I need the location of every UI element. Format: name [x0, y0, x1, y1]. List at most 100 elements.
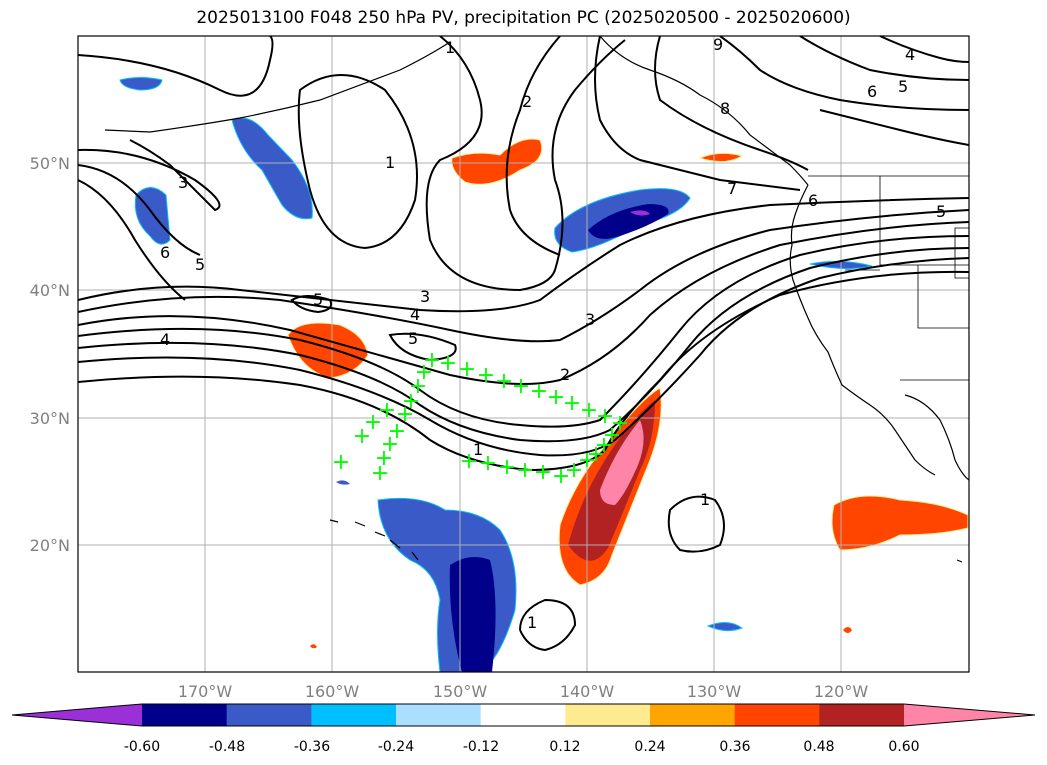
positive-anomaly: [831, 495, 969, 551]
track-marker: +: [603, 423, 621, 448]
track-marker: +: [611, 411, 629, 436]
negative-anomaly: [449, 556, 496, 672]
small-island: [956, 559, 963, 563]
precip-shading: [119, 77, 969, 672]
track-marker: +: [353, 424, 371, 449]
negative-anomaly: [706, 622, 744, 632]
contour-label: 6: [808, 191, 818, 210]
colorbar-segment: [734, 704, 820, 726]
pv-contour: [290, 295, 333, 314]
colorbar-tick-labels: -0.60 -0.48 -0.36 -0.24 -0.12 0.12 0.24 …: [124, 739, 920, 755]
contour-label: 4: [160, 330, 170, 349]
baja-coast: [904, 394, 969, 481]
pv-contour: [654, 36, 809, 171]
colorbar-tick-label: -0.24: [378, 739, 414, 755]
colorbar-segment: [396, 704, 482, 726]
colorbar-tick-label: 0.12: [549, 739, 580, 755]
contour-label: 7: [727, 179, 737, 198]
pv-contour: [297, 74, 418, 250]
track-marker: +: [396, 402, 414, 427]
map-title: 2025013100 F048 250 hPa PV, precipitatio…: [196, 8, 851, 28]
pv-contour: [388, 332, 457, 362]
state-border: [917, 265, 969, 329]
track-marker: +: [495, 369, 513, 394]
pv-contour: [78, 270, 969, 472]
negative-anomaly: [119, 77, 163, 91]
contour-label: 3: [585, 310, 595, 329]
political-borders: [808, 175, 969, 381]
contour-label: 2: [522, 92, 532, 111]
track-marker: +: [530, 379, 548, 404]
pv-contour: [425, 36, 626, 292]
track-markers: + ++++++++++ + + ++ ++++++++++++++++++++: [332, 348, 629, 489]
track-marker: +: [423, 348, 441, 373]
pv-contour: [594, 36, 801, 191]
track-marker: +: [388, 419, 406, 444]
track-marker: +: [547, 385, 565, 410]
positive-anomaly: [843, 627, 852, 633]
negative-anomaly: [630, 210, 650, 216]
colorbar-segment: [819, 704, 905, 726]
track-marker: +: [460, 449, 478, 474]
pv-contour: [78, 164, 201, 256]
track-marker: +: [332, 450, 350, 475]
track-marker: +: [563, 391, 581, 416]
lon-label: 140°W: [560, 682, 615, 701]
colorbar-segment: [650, 704, 736, 726]
contour-label: 4: [905, 45, 915, 64]
contour-label: 5: [408, 329, 418, 348]
track-marker: +: [595, 433, 613, 458]
lon-label: 120°W: [814, 682, 869, 701]
contour-label: 9: [713, 35, 723, 54]
pv-contour: [78, 139, 221, 212]
state-border: [954, 227, 969, 279]
pv-contour: [799, 36, 969, 81]
alaska-coast: [599, 36, 809, 186]
north-america-coast: [789, 184, 936, 476]
track-marker: +: [516, 458, 534, 483]
contour-label: 8: [720, 99, 730, 118]
colorbar-tick-label: -0.12: [463, 739, 499, 755]
map-panel: 1 1 1 1 1 2 2 3 3 3 4 4 4 5 5 5 5 5 6 6 …: [78, 35, 969, 672]
aleutian-islands: [104, 41, 451, 133]
track-marker: +: [375, 446, 393, 471]
colorbar-segment: [311, 704, 397, 726]
map-frame: [77, 35, 970, 673]
contour-label: 5: [313, 290, 323, 309]
contour-label: 1: [473, 440, 483, 459]
track-marker: +: [477, 363, 495, 388]
track-marker: +: [596, 404, 614, 429]
contour-label: 5: [936, 202, 946, 221]
pv-contours: [78, 36, 969, 652]
track-marker: +: [364, 410, 382, 435]
pv-contour: [819, 109, 969, 146]
lat-label: 40°N: [30, 281, 70, 300]
contour-label: 1: [700, 490, 710, 509]
contour-label: 5: [898, 77, 908, 96]
pv-contour: [78, 179, 186, 301]
pv-contour: [78, 235, 969, 428]
contour-label: 1: [445, 38, 455, 57]
pv-contour: [78, 197, 969, 313]
colorbar-tick-label: -0.36: [294, 739, 330, 755]
contour-label: 6: [160, 243, 170, 262]
pv-contour: [519, 598, 577, 652]
pv-contour: [78, 247, 969, 443]
positive-anomaly: [287, 322, 369, 379]
pv-contour: [879, 36, 969, 63]
contour-label: 1: [385, 153, 395, 172]
hawaii-islands: [329, 519, 419, 561]
pv-contour: [667, 495, 725, 553]
colorbar-extend-high: [904, 704, 1035, 726]
track-marker: +: [552, 464, 570, 489]
colorbar-tick-label: 0.36: [719, 739, 750, 755]
contour-label: 6: [867, 82, 877, 101]
lon-label: 160°W: [305, 682, 360, 701]
track-marker: +: [479, 451, 497, 476]
pv-contour: [505, 36, 561, 256]
contour-label: 5: [195, 255, 205, 274]
lon-label: 170°W: [178, 682, 233, 701]
coastlines: [104, 36, 969, 563]
lat-label: 30°N: [30, 409, 70, 428]
contour-label: 3: [420, 287, 430, 306]
